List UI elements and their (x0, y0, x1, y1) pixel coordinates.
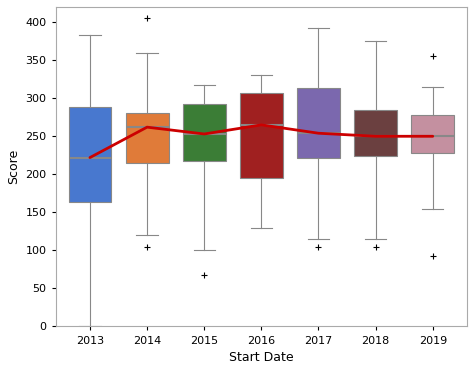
PathPatch shape (297, 88, 340, 158)
PathPatch shape (126, 113, 168, 163)
Y-axis label: Score: Score (7, 149, 20, 184)
X-axis label: Start Date: Start Date (229, 351, 294, 364)
PathPatch shape (354, 110, 397, 156)
PathPatch shape (411, 115, 454, 153)
PathPatch shape (183, 104, 226, 161)
PathPatch shape (240, 93, 283, 178)
PathPatch shape (69, 107, 111, 203)
